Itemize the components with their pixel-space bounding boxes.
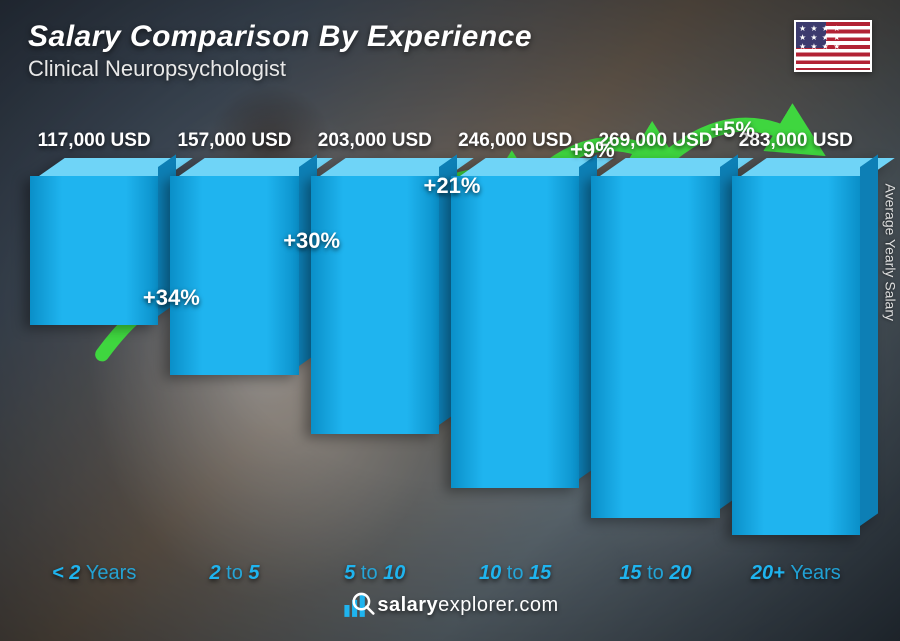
bar-slot: 203,000 USD5 to 10 <box>311 130 439 551</box>
salary-bar-chart: 117,000 USD< 2 Years157,000 USD2 to 5203… <box>30 130 860 551</box>
bar-front-face <box>170 176 298 375</box>
bar <box>311 158 439 434</box>
bar-category-label: 2 to 5 <box>170 562 298 585</box>
growth-pct-label: +21% <box>424 173 481 199</box>
logo-icon <box>341 588 375 622</box>
bar <box>591 158 719 518</box>
header: Salary Comparison By Experience Clinical… <box>28 20 872 82</box>
bar-category-label: 10 to 15 <box>451 562 579 585</box>
brand-bold: salary <box>377 594 438 616</box>
bar <box>30 158 158 325</box>
bar-side-face <box>860 154 878 526</box>
page-title: Salary Comparison By Experience <box>28 20 532 54</box>
bar-category-label: < 2 Years <box>30 562 158 585</box>
bar-slot: 157,000 USD2 to 5 <box>170 130 298 551</box>
growth-pct-label: +9% <box>570 137 615 163</box>
y-axis-label: Average Yearly Salary <box>882 183 898 321</box>
page-subtitle: Clinical Neuropsychologist <box>28 56 532 82</box>
brand-suffix: .com <box>513 594 558 616</box>
bar-slot: 269,000 USD15 to 20 <box>591 130 719 551</box>
bar-value-label: 283,000 USD <box>739 130 853 152</box>
bar-value-label: 117,000 USD <box>38 130 151 152</box>
brand-light: explorer <box>438 594 513 616</box>
bar-category-label: 5 to 10 <box>311 562 439 585</box>
bar-front-face <box>311 176 439 434</box>
bar-front-face <box>591 176 719 518</box>
brand-text: salaryexplorer.com <box>377 594 558 617</box>
brand-logo: salaryexplorer.com <box>341 588 558 622</box>
bar-slot: 283,000 USD20+ Years <box>732 130 860 551</box>
growth-pct-label: +5% <box>710 117 755 143</box>
bar-front-face <box>451 176 579 488</box>
bar-slot: 117,000 USD< 2 Years <box>30 130 158 551</box>
bar-category-label: 15 to 20 <box>591 562 719 585</box>
bar-value-label: 269,000 USD <box>598 130 712 152</box>
bar-front-face <box>30 176 158 325</box>
growth-pct-label: +30% <box>283 228 340 254</box>
bar-front-face <box>732 176 860 535</box>
bar <box>732 158 860 535</box>
bar <box>170 158 298 375</box>
bar-value-label: 157,000 USD <box>177 130 291 152</box>
usa-flag-icon <box>794 20 872 72</box>
footer: salaryexplorer.com <box>0 588 900 627</box>
bar-category-label: 20+ Years <box>732 562 860 585</box>
bar-value-label: 246,000 USD <box>458 130 572 152</box>
growth-pct-label: +34% <box>143 285 200 311</box>
bar <box>451 158 579 488</box>
title-block: Salary Comparison By Experience Clinical… <box>28 20 532 82</box>
bar-value-label: 203,000 USD <box>318 130 432 152</box>
